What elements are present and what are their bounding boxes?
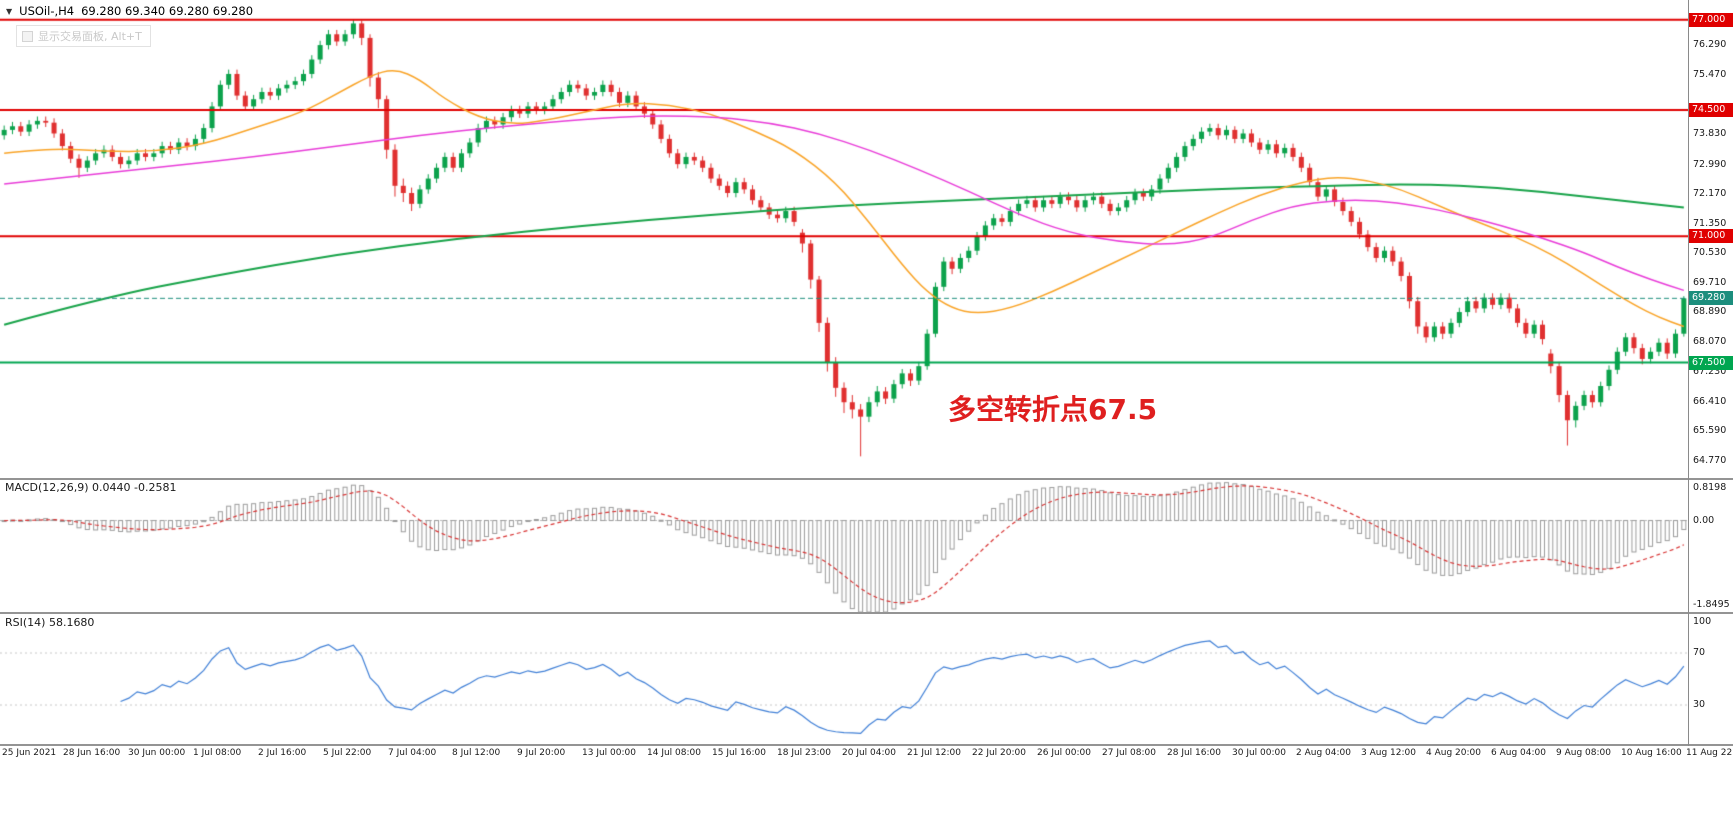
- quote-ohlc: 69.280 69.340 69.280 69.280: [81, 4, 254, 18]
- time-axis-label: 13 Jul 00:00: [582, 748, 636, 758]
- macd-label: MACD(12,26,9) 0.0440 -0.2581: [5, 481, 177, 494]
- time-axis-label: 2 Aug 04:00: [1296, 748, 1351, 758]
- show-trade-panel-hint[interactable]: 显示交易面板, Alt+T: [16, 25, 151, 47]
- time-axis-label: 1 Jul 08:00: [193, 748, 242, 758]
- trade-panel-icon: [22, 30, 33, 42]
- price-axis-label: 68.890: [1693, 306, 1727, 318]
- main-chart-canvas[interactable]: [0, 0, 1688, 478]
- price-axis-label: 73.830: [1693, 128, 1727, 140]
- time-axis-label: 7 Jul 04:00: [388, 748, 437, 758]
- time-axis-label: 18 Jul 23:00: [777, 748, 831, 758]
- time-axis-label: 11 Aug 22:00: [1686, 748, 1733, 758]
- chart-title: ▼ USOil-,H4 69.280 69.340 69.280 69.280: [6, 4, 253, 18]
- price-axis-label: 71.350: [1693, 217, 1727, 229]
- time-axis-label: 30 Jul 00:00: [1232, 748, 1286, 758]
- hint-label: 显示交易面板, Alt+T: [38, 30, 142, 43]
- rsi-axis-label: 100: [1693, 616, 1712, 627]
- price-axis-label: 75.470: [1693, 69, 1727, 81]
- price-axis-label: 72.990: [1693, 158, 1727, 170]
- price-line-tag: 67.500: [1689, 355, 1733, 370]
- annotation-text: 多空转折点67.5: [948, 393, 1158, 426]
- time-axis-label: 8 Jul 12:00: [452, 748, 501, 758]
- time-axis-label: 4 Aug 20:00: [1426, 748, 1481, 758]
- price-axis-label: 66.410: [1693, 395, 1727, 407]
- time-axis-label: 28 Jun 16:00: [63, 748, 121, 758]
- time-axis-label: 9 Jul 20:00: [517, 748, 566, 758]
- macd-axis-label: 0.00: [1693, 514, 1715, 526]
- time-axis-label: 3 Aug 12:00: [1361, 748, 1416, 758]
- time-axis-label: 14 Jul 08:00: [647, 748, 701, 758]
- time-axis-label: 28 Jul 16:00: [1167, 748, 1221, 758]
- time-axis-label: 5 Jul 22:00: [323, 748, 372, 758]
- price-line-tag: 74.500: [1689, 103, 1733, 118]
- price-axis-border: [1688, 0, 1689, 746]
- rsi-label: RSI(14) 58.1680: [5, 616, 95, 629]
- time-axis-label: 20 Jul 04:00: [842, 748, 896, 758]
- rsi-axis-label: 30: [1693, 699, 1706, 710]
- time-axis-label: 9 Aug 08:00: [1556, 748, 1611, 758]
- time-axis-label: 22 Jul 20:00: [972, 748, 1026, 758]
- price-axis-label: 76.290: [1693, 39, 1727, 51]
- price-axis-label: 72.170: [1693, 188, 1727, 200]
- time-axis-label: 26 Jul 00:00: [1037, 748, 1091, 758]
- macd-axis-label: -1.8495: [1693, 599, 1730, 610]
- time-axis-label: 6 Aug 04:00: [1491, 748, 1546, 758]
- macd-pane-canvas[interactable]: [0, 480, 1688, 612]
- time-axis-divider: [0, 744, 1733, 746]
- price-axis-label: 69.710: [1693, 276, 1727, 288]
- time-axis-label: 21 Jul 12:00: [907, 748, 961, 758]
- pane-divider-macd[interactable]: [0, 478, 1733, 480]
- chart-menu-icon[interactable]: ▼: [6, 6, 13, 16]
- price-axis-label: 68.070: [1693, 335, 1727, 347]
- rsi-pane-canvas[interactable]: [0, 614, 1688, 744]
- price-line-tag: 77.000: [1689, 12, 1733, 27]
- time-axis-label: 27 Jul 08:00: [1102, 748, 1156, 758]
- symbol-timeframe: USOil-,H4: [19, 4, 75, 18]
- time-axis-label: 15 Jul 16:00: [712, 748, 766, 758]
- time-axis-label: 30 Jun 00:00: [128, 748, 186, 758]
- price-axis-label: 67.230: [1693, 366, 1727, 378]
- price-axis-label: 64.770: [1693, 455, 1727, 467]
- price-line-tag: 71.000: [1689, 229, 1733, 244]
- time-axis-label: 10 Aug 16:00: [1621, 748, 1682, 758]
- macd-axis-label: 0.8198: [1693, 482, 1727, 493]
- pane-divider-rsi[interactable]: [0, 612, 1733, 614]
- current-price-tag: 69.280: [1689, 291, 1733, 306]
- time-axis-label: 25 Jun 2021: [2, 748, 57, 758]
- price-axis-label: 65.590: [1693, 425, 1727, 437]
- time-axis-label: 2 Jul 16:00: [258, 748, 307, 758]
- price-axis-label: 70.530: [1693, 247, 1727, 259]
- rsi-axis-label: 70: [1693, 647, 1706, 658]
